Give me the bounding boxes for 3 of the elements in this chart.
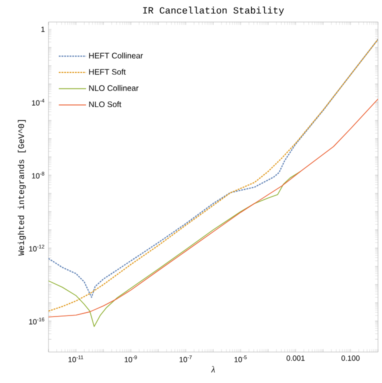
y-axis-title: Weighted integrands [GeV^0] [18, 120, 26, 256]
x-axis-title: λ [211, 366, 215, 372]
chart-title: IR Cancellation Stability [143, 6, 284, 16]
